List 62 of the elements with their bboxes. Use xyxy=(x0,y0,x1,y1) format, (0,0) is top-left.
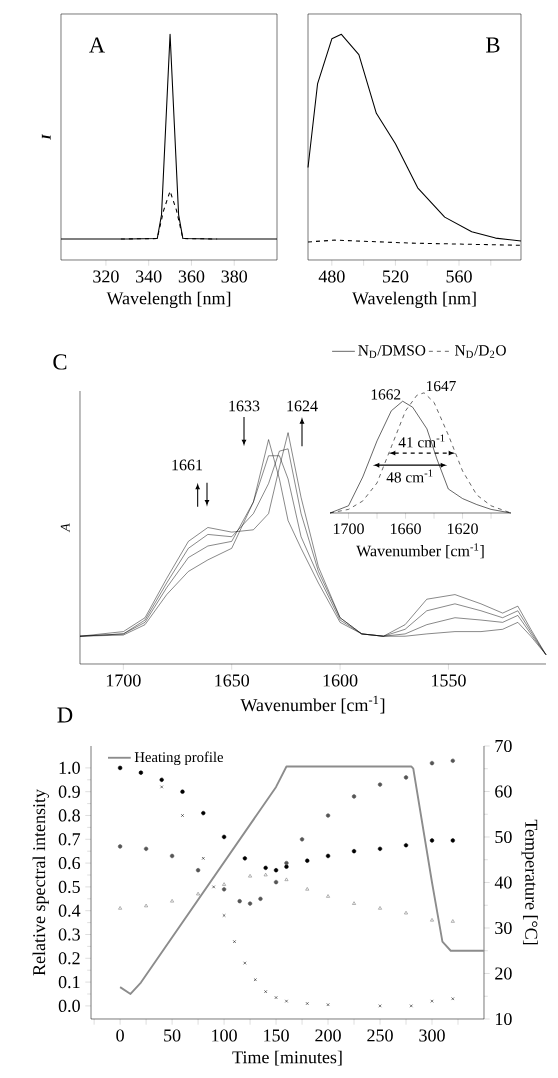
annotation: 1661 xyxy=(172,459,203,471)
x-tick-label: 1700 xyxy=(106,674,141,687)
y2-axis-title: Temperature [°C] xyxy=(521,819,538,945)
y-tick-label: 0.9 xyxy=(58,785,80,798)
x-tick-label: 340 xyxy=(136,270,162,283)
x-tick-label: 360 xyxy=(178,270,205,283)
x-tick-label: 1700 xyxy=(333,523,364,535)
x-tick-label: 150 xyxy=(264,1029,289,1042)
y-tick-label: 1.0 xyxy=(59,761,80,774)
x-tick-label: 1620 xyxy=(447,523,478,535)
y-axis-title: Relative spectral intensity xyxy=(32,789,49,976)
y2-tick-label: 40 xyxy=(494,876,512,889)
y-tick-label: 0.4 xyxy=(58,904,81,917)
x-tick-label: 380 xyxy=(221,270,248,283)
annotation: 41 cm$^{-1}$ xyxy=(398,434,445,448)
y-tick-label: 0.3 xyxy=(58,928,80,941)
x-tick-label: 0 xyxy=(116,1029,124,1042)
y-tick-label: 0.6 xyxy=(58,856,81,870)
legend-label: N$_{D}$/D$_{2}$O xyxy=(455,345,506,358)
x-tick-label: 320 xyxy=(93,270,119,283)
y-tick-label: 0.5 xyxy=(58,880,80,894)
y2-tick-label: 60 xyxy=(495,785,512,798)
x-tick-label: 200 xyxy=(315,1029,341,1042)
x-tick-label: 300 xyxy=(419,1029,445,1042)
x-axis-title: Wavenumber [cm$^{-1}$] xyxy=(240,695,385,714)
x-tick-label: 1660 xyxy=(390,523,421,535)
y-axis-title: A xyxy=(60,523,70,533)
y-tick-label: 0.1 xyxy=(58,975,80,989)
x-axis-title: Wavelength [nm] xyxy=(106,291,231,309)
y2-tick-label: 50 xyxy=(495,830,512,844)
y-tick-label: 0.2 xyxy=(58,952,80,965)
x-tick-label: 1550 xyxy=(432,674,466,687)
x-axis-title: Wavelength [nm] xyxy=(352,291,476,309)
text: D xyxy=(57,707,73,723)
annotation: 48 cm$^{-1}$ xyxy=(386,469,433,483)
x-tick-label: 520 xyxy=(382,270,409,283)
y2-tick-label: 30 xyxy=(495,921,512,935)
text: 1633 xyxy=(229,400,260,412)
y2-tick-label: 20 xyxy=(495,967,512,980)
annotation: 1662 xyxy=(371,389,401,400)
annotation: B xyxy=(486,37,500,53)
y-axis-title: I xyxy=(41,134,51,140)
annotation: A xyxy=(89,37,106,53)
y-tick-label: 0.8 xyxy=(58,809,80,822)
annotation: 1647 xyxy=(427,380,456,392)
x-tick-label: 1600 xyxy=(323,674,358,687)
text: 1624 xyxy=(287,400,318,412)
y-tick-label: 0.0 xyxy=(58,999,80,1013)
y2-tick-label: 70 xyxy=(495,739,512,753)
x-tick-label: 1650 xyxy=(215,674,250,687)
y2-tick-label: 10 xyxy=(495,1012,512,1026)
x-axis-title: Wavenumber [cm$^{-1}$] xyxy=(356,543,484,559)
x-tick-label: 480 xyxy=(318,270,345,283)
text: C xyxy=(53,354,67,370)
x-axis-title: Time [minutes] xyxy=(232,1050,342,1066)
x-tick-label: 560 xyxy=(446,270,472,283)
legend-label: N$_{D}$/DMSO xyxy=(358,345,426,358)
legend-label: Heating profile xyxy=(134,751,224,766)
x-tick-label: 100 xyxy=(212,1029,237,1042)
x-tick-label: 250 xyxy=(367,1029,393,1042)
y-tick-label: 0.7 xyxy=(58,833,81,846)
x-tick-label: 50 xyxy=(164,1029,181,1042)
